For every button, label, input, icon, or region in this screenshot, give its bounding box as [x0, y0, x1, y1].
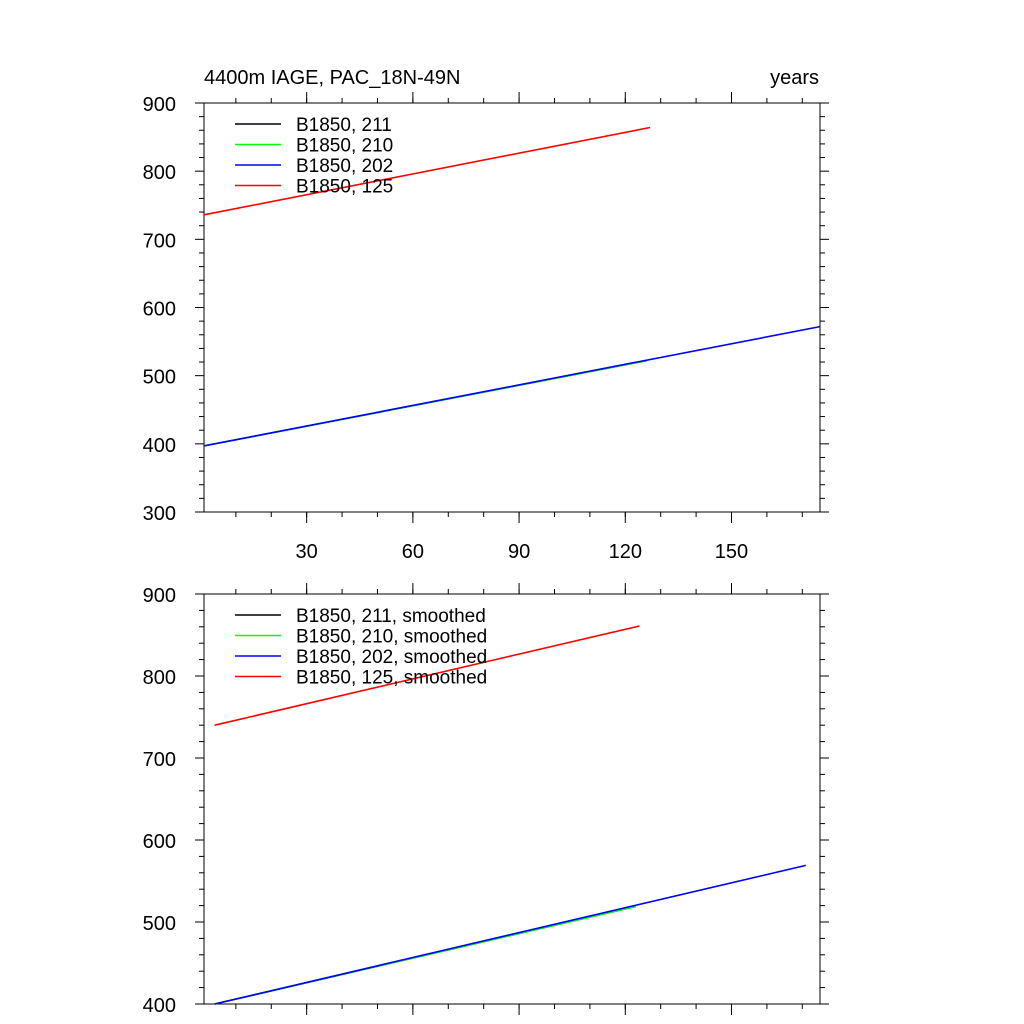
legend-label: B1850, 125: [296, 177, 393, 198]
y-tick-label: 600: [143, 299, 176, 321]
y-tick-label: 800: [143, 162, 176, 184]
y-tick-label: 900: [143, 585, 176, 607]
x-tick-label: 150: [715, 541, 748, 563]
y-tick-label: 700: [143, 749, 176, 771]
legend-label: B1850, 210: [296, 136, 393, 157]
y-tick-label: 900: [143, 94, 176, 116]
legend-label: B1850, 211, smoothed: [296, 606, 486, 627]
legend-label: B1850, 202: [296, 156, 393, 177]
y-tick-label: 600: [143, 831, 176, 853]
legend-label: B1850, 210, smoothed: [296, 627, 487, 648]
plot-frame: [203, 593, 821, 1005]
y-tick-label: 800: [143, 667, 176, 689]
series-line-3: [203, 325, 821, 447]
x-tick-label: 60: [402, 541, 424, 563]
legend-label: B1850, 202, smoothed: [296, 647, 487, 668]
series-line-3: [214, 864, 806, 1005]
x-tick-label: 30: [296, 541, 318, 563]
y-tick-label: 500: [143, 367, 176, 389]
legend-label: B1850, 211: [296, 115, 392, 136]
y-tick-label: 400: [143, 435, 176, 457]
y-tick-label: 300: [143, 503, 176, 525]
x-tick-label: 90: [508, 541, 530, 563]
chart-panel-1: 300 400 500 600 700 800 900 30 60 90 120 150 4400m I…: [143, 67, 829, 563]
units-label: years: [770, 67, 819, 89]
y-tick-label: 700: [143, 230, 176, 252]
x-tick-label: 120: [609, 541, 642, 563]
series-line-4: [203, 126, 651, 216]
y-tick-label: 400: [143, 995, 176, 1017]
chart-title: 4400m IAGE, PAC_18N-49N: [204, 67, 460, 89]
series-line-4: [214, 625, 640, 726]
y-tick-label: 500: [143, 913, 176, 935]
legend-label: B1850, 125, smoothed: [296, 668, 487, 689]
